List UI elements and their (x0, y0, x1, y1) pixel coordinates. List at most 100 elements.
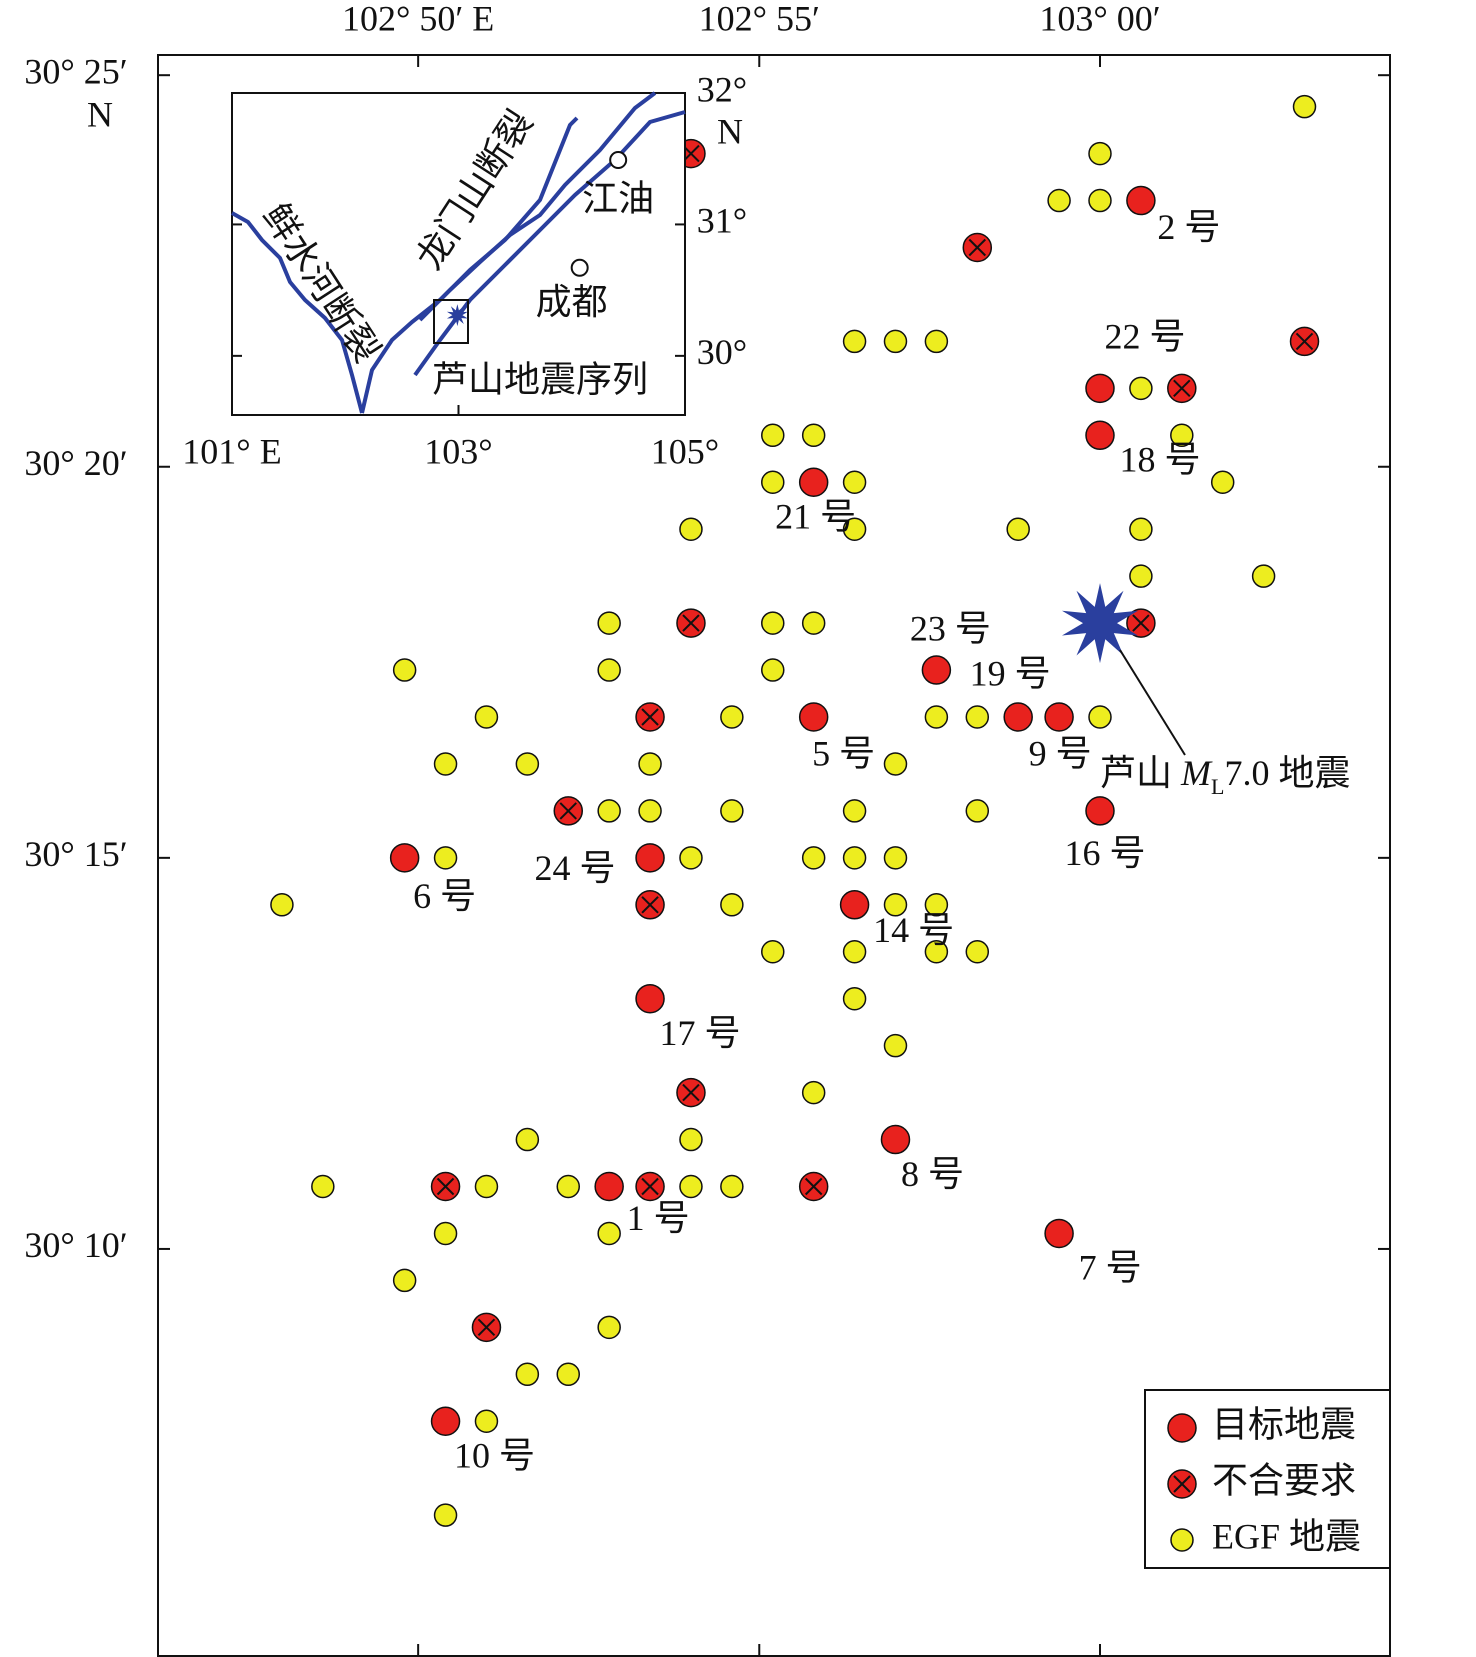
marker-circle (842, 329, 867, 354)
marker-circle (842, 470, 867, 494)
earthquake (883, 846, 908, 870)
earthquake (1170, 423, 1194, 448)
marker-circle (801, 846, 826, 870)
event-label: 2 号 (1157, 207, 1220, 247)
marker-circle (635, 843, 665, 873)
marker-circle (883, 893, 908, 917)
y-tick-label: 30° 20′ (24, 443, 127, 483)
marker-cross (559, 802, 577, 820)
legend-marker (1167, 1469, 1197, 1499)
marker-circle (965, 939, 990, 964)
marker-circle (1085, 420, 1115, 451)
marker-circle (965, 799, 990, 823)
earthquake (839, 890, 870, 920)
event-label: 18 号 (1119, 440, 1200, 480)
earthquake (597, 611, 621, 635)
earthquake (635, 702, 665, 732)
marker-circle (880, 1124, 911, 1155)
marker-circle (594, 1171, 624, 1202)
marker-circle (1167, 1413, 1197, 1443)
marker-circle (556, 1174, 581, 1199)
event-label: 24 号 (535, 848, 616, 888)
marker-circle (270, 893, 294, 917)
earthquake (924, 705, 949, 729)
event-label: 10 号 (454, 1436, 535, 1476)
earthquake (433, 752, 458, 776)
earthquake (1085, 420, 1115, 451)
earthquake (761, 658, 785, 682)
marker-circle (679, 1127, 703, 1152)
earthquake (597, 658, 621, 682)
earthquake (1088, 705, 1112, 729)
marker-circle (1210, 470, 1235, 494)
marker-circle (1085, 373, 1115, 404)
event-label: 19 号 (970, 653, 1051, 693)
marker-circle (761, 658, 785, 682)
earthquake (801, 611, 826, 635)
marker-cross (1132, 614, 1150, 632)
marker-cross (641, 708, 659, 726)
marker-circle (883, 846, 908, 870)
marker-circle (433, 1221, 458, 1246)
marker-circle (801, 1080, 826, 1105)
marker-circle (597, 1315, 621, 1340)
earthquake (1085, 373, 1115, 404)
earthquake (433, 1503, 458, 1527)
legend-label: 目标地震 (1212, 1404, 1356, 1444)
marker-circle (720, 799, 744, 823)
marker-circle (433, 1503, 458, 1527)
label-part: M (1180, 753, 1213, 793)
y-tick-label: 30° 25′ (24, 51, 127, 91)
inset-epicenter (446, 304, 468, 327)
earthquake (597, 799, 621, 823)
marker-circle (392, 1268, 417, 1293)
marker-circle (720, 705, 744, 729)
earthquake (1129, 376, 1153, 401)
earthquake (594, 1171, 624, 1202)
marker-circle (515, 1127, 540, 1152)
city-label: 成都 (536, 282, 608, 322)
earthquake (553, 796, 584, 826)
earthquake (311, 1174, 335, 1199)
earthquake (801, 846, 826, 870)
event-label: 7 号 (1079, 1248, 1142, 1288)
marker-cross (968, 238, 986, 257)
earthquake (924, 939, 949, 964)
marker-circle (924, 329, 949, 354)
marker-circle (556, 1362, 581, 1387)
event-label: 5 号 (812, 733, 875, 773)
marker-circle (720, 1174, 744, 1199)
inset: 鲜水河断裂 龙门山断裂 芦山地震序列 N 101° E 103° 105°32°31… (182, 69, 747, 471)
y-tick-label: 30° 10′ (24, 1225, 127, 1265)
study-box (433, 299, 469, 344)
marker-circle (638, 752, 662, 776)
legend-marker (1170, 1528, 1194, 1552)
earthquake (921, 655, 952, 685)
legend-label: 不合要求 (1212, 1460, 1356, 1500)
earthquake (471, 1312, 502, 1343)
marker-circle (1088, 141, 1112, 166)
marker-circle (474, 1174, 499, 1199)
earthquake (270, 893, 294, 917)
earthquake (1088, 141, 1112, 166)
marker-circle (883, 752, 908, 776)
marker-circle (635, 983, 665, 1014)
earthquake (556, 1362, 581, 1387)
mainshock (1062, 583, 1138, 664)
event-label: 1 号 (627, 1198, 690, 1238)
marker-circle (842, 517, 867, 541)
earthquake (1003, 702, 1033, 732)
event-label: 21 号 (775, 497, 856, 537)
sequence-label: 芦山地震序列 (432, 359, 648, 399)
marker-cross (682, 614, 700, 632)
earthquake (474, 1174, 499, 1199)
marker-circle (515, 752, 540, 776)
earthquake (676, 608, 706, 638)
marker-circle (720, 893, 744, 917)
inset-x-tick-label: 101° E (182, 431, 281, 471)
earthquake (433, 1221, 458, 1246)
earthquake (1088, 188, 1112, 213)
event-label: 9 号 (1029, 733, 1092, 773)
earthquake (635, 890, 665, 920)
